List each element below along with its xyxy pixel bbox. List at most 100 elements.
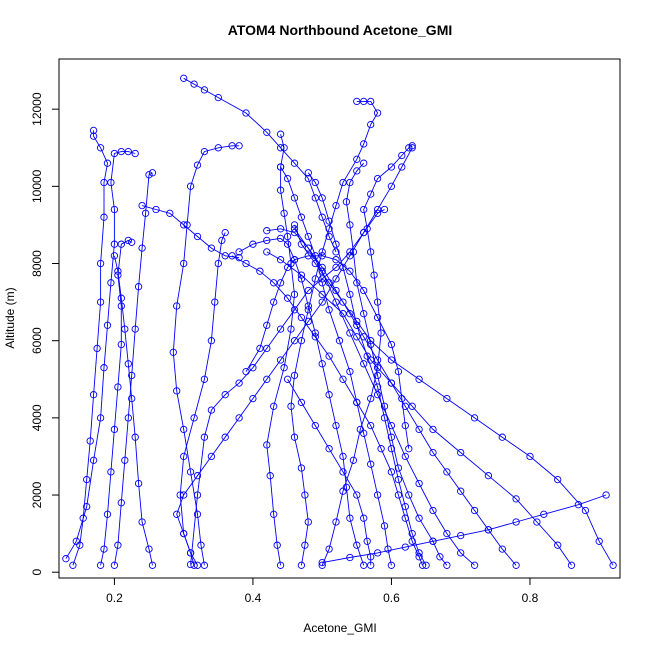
data-point bbox=[221, 391, 229, 399]
data-point bbox=[311, 178, 319, 187]
data-point bbox=[353, 491, 361, 499]
data-point bbox=[394, 464, 403, 472]
data-point bbox=[287, 325, 295, 333]
data-point bbox=[367, 248, 375, 256]
data-point bbox=[96, 144, 105, 152]
data-point bbox=[484, 472, 493, 480]
series-profile bbox=[228, 252, 427, 569]
y-tick-label: 12000 bbox=[30, 92, 44, 126]
data-point bbox=[249, 240, 257, 248]
plot-frame bbox=[58, 58, 621, 579]
data-point bbox=[429, 537, 437, 545]
data-point bbox=[214, 144, 222, 152]
data-point bbox=[418, 561, 427, 569]
data-point bbox=[297, 213, 306, 221]
data-point bbox=[218, 236, 226, 245]
data-point bbox=[138, 244, 146, 252]
data-point bbox=[131, 325, 139, 333]
series-line bbox=[266, 134, 295, 566]
data-point bbox=[360, 429, 368, 437]
data-point bbox=[145, 171, 153, 179]
data-point bbox=[193, 472, 202, 480]
data-point bbox=[415, 375, 423, 383]
data-point bbox=[117, 302, 125, 310]
data-point bbox=[169, 348, 177, 356]
data-point bbox=[200, 86, 209, 94]
data-point bbox=[186, 549, 195, 557]
data-point bbox=[387, 561, 396, 569]
data-point bbox=[211, 298, 219, 306]
y-axis-label: Altitude (m) bbox=[3, 287, 17, 348]
data-point bbox=[415, 425, 423, 434]
data-point bbox=[373, 298, 382, 306]
data-point bbox=[114, 383, 122, 391]
data-point bbox=[443, 561, 451, 569]
data-point bbox=[318, 290, 326, 299]
data-point bbox=[311, 259, 319, 268]
data-point bbox=[235, 142, 243, 150]
data-point bbox=[353, 333, 361, 341]
data-point bbox=[256, 344, 264, 353]
data-point bbox=[276, 279, 285, 287]
data-point bbox=[270, 510, 278, 518]
data-point bbox=[332, 298, 340, 306]
data-point bbox=[349, 456, 358, 464]
data-point bbox=[197, 541, 205, 549]
series-profile bbox=[318, 142, 416, 569]
data-point bbox=[131, 433, 139, 441]
data-point bbox=[117, 499, 125, 507]
series-line bbox=[294, 224, 614, 566]
data-point bbox=[512, 518, 520, 526]
data-point bbox=[408, 142, 416, 150]
data-point bbox=[353, 317, 361, 326]
data-point bbox=[270, 402, 278, 410]
data-point bbox=[304, 252, 312, 260]
data-point bbox=[235, 379, 243, 387]
data-point bbox=[318, 279, 326, 287]
data-point bbox=[367, 120, 375, 129]
data-point bbox=[173, 387, 181, 395]
data-point bbox=[325, 306, 333, 314]
x-tick-label: 0.6 bbox=[383, 591, 400, 605]
data-point bbox=[311, 333, 319, 341]
data-point bbox=[339, 263, 347, 272]
data-point bbox=[79, 514, 87, 522]
data-point bbox=[186, 182, 195, 190]
data-point bbox=[200, 433, 209, 441]
data-point bbox=[373, 364, 382, 372]
series-line bbox=[141, 205, 240, 259]
data-point bbox=[141, 209, 150, 217]
data-point bbox=[256, 267, 264, 275]
series-profile bbox=[263, 248, 576, 569]
data-point bbox=[124, 414, 132, 422]
data-point bbox=[124, 147, 132, 156]
data-point bbox=[297, 271, 306, 279]
series-line bbox=[113, 172, 153, 566]
data-point bbox=[89, 132, 98, 140]
data-point bbox=[290, 194, 299, 202]
data-point bbox=[360, 97, 368, 106]
data-point bbox=[353, 167, 361, 175]
data-point bbox=[283, 232, 292, 241]
data-point bbox=[180, 491, 188, 499]
data-point bbox=[360, 286, 368, 295]
data-point bbox=[93, 344, 101, 353]
data-point bbox=[332, 240, 340, 248]
data-point bbox=[353, 398, 361, 407]
data-point bbox=[346, 290, 354, 299]
data-point bbox=[266, 472, 274, 480]
data-point bbox=[429, 506, 437, 515]
data-point bbox=[387, 468, 396, 476]
data-point bbox=[207, 406, 216, 414]
data-point bbox=[373, 371, 382, 380]
data-point bbox=[342, 483, 351, 491]
series-profile bbox=[173, 144, 416, 569]
data-point bbox=[89, 391, 98, 399]
data-point bbox=[214, 93, 222, 102]
series-profile bbox=[186, 205, 389, 569]
data-point bbox=[353, 541, 361, 549]
data-point bbox=[353, 97, 361, 106]
data-point bbox=[283, 174, 292, 183]
data-point bbox=[422, 561, 430, 569]
